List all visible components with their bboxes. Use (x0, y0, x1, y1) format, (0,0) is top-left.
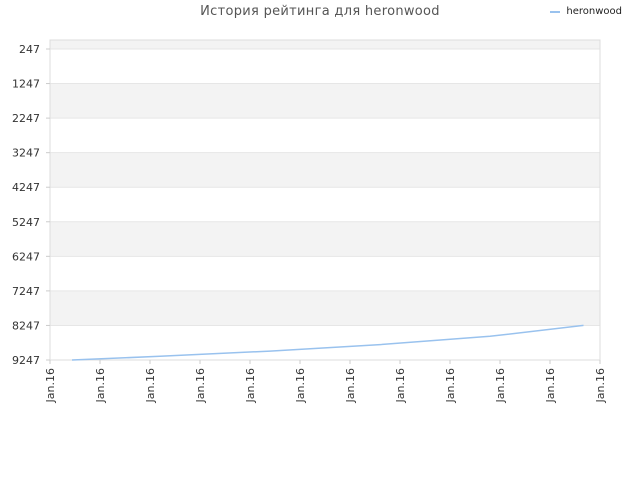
y-tick-label: 8247 (12, 319, 40, 332)
x-tick-label: Jan.16 (244, 368, 257, 403)
x-tick-label: Jan.16 (194, 368, 207, 403)
plot-band (50, 325, 600, 360)
y-axis: 247 1247 2247 3247 4247 5247 6247 7247 8247 9247 (12, 43, 50, 367)
y-tick-label: 5247 (12, 216, 40, 229)
x-tick-label: Jan.16 (544, 368, 557, 403)
x-tick-label: Jan.16 (344, 368, 357, 403)
y-tick-label: 7247 (12, 285, 40, 298)
legend-swatch (550, 10, 561, 13)
x-tick-label: Jan.16 (144, 368, 157, 403)
x-tick-label: Jan.16 (594, 368, 607, 403)
plot-band (50, 83, 600, 119)
plot-band (50, 221, 600, 257)
legend: heronwood (550, 6, 622, 17)
x-tick-label: Jan.16 (394, 368, 407, 403)
chart-title: История рейтинга для heronwood (200, 4, 440, 19)
legend-label: heronwood (566, 6, 622, 17)
plot-band (50, 152, 600, 188)
y-tick-label: 247 (19, 43, 40, 56)
x-tick-label: Jan.16 (444, 368, 457, 403)
plot-band (50, 40, 600, 49)
y-tick-label: 2247 (12, 112, 40, 125)
y-tick-label: 6247 (12, 250, 40, 263)
plot-bands (50, 40, 600, 360)
plot-band (50, 290, 600, 326)
y-tick-label: 9247 (12, 354, 40, 367)
x-tick-label: Jan.16 (494, 368, 507, 403)
x-axis: Jan.16 Jan.16 Jan.16 Jan.16 Jan.16 Jan.16 Jan.… (44, 360, 607, 403)
series-layer (71, 324, 584, 361)
y-tick-label: 3247 (12, 147, 40, 160)
x-tick-label: Jan.16 (294, 368, 307, 403)
plot-band (50, 118, 600, 153)
y-tick-label: 4247 (12, 181, 40, 194)
plot-band (50, 49, 600, 84)
x-tick-label: Jan.16 (44, 368, 57, 403)
plot-border (49, 39, 601, 361)
plot-band (50, 256, 600, 291)
grid-lines (50, 48, 600, 361)
plot-band (50, 187, 600, 222)
x-tick-label: Jan.16 (94, 368, 107, 403)
y-tick-label: 1247 (12, 78, 40, 91)
series-line (71, 324, 584, 361)
